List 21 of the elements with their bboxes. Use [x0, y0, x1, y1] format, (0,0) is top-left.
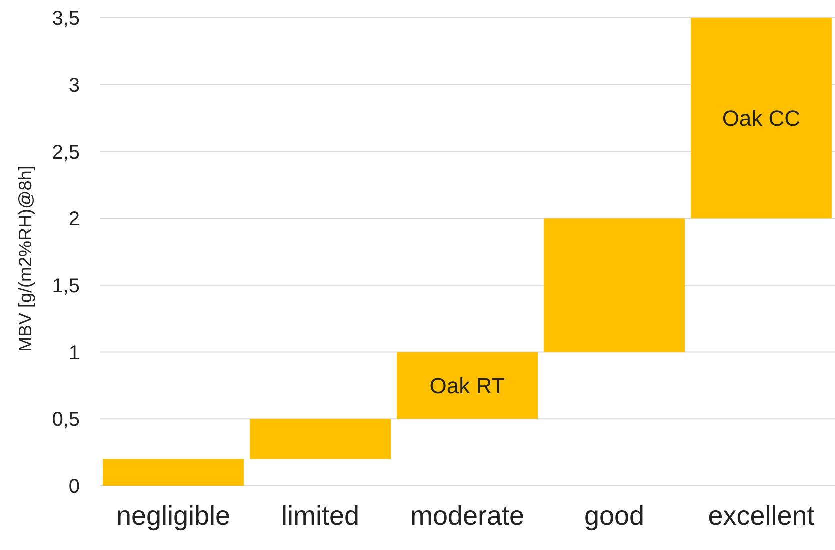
y-tick-label: 0,5	[52, 409, 80, 432]
data-label: Oak CC	[722, 106, 801, 132]
x-tick-label: negligible	[116, 501, 231, 532]
x-tick-label: excellent	[708, 501, 816, 532]
x-tick-label: good	[584, 501, 645, 532]
y-tick-label: 3,5	[52, 8, 80, 30]
bar	[250, 419, 391, 460]
x-tick-label: limited	[281, 501, 360, 532]
y-tick-label: 0	[68, 476, 80, 498]
y-tick-label: 2	[68, 208, 80, 231]
y-axis-title: MBV [g/(m2%RH)@8h]	[15, 166, 36, 352]
data-label: Oak RT	[430, 374, 506, 399]
y-tick-label: 1,5	[52, 276, 80, 298]
bar	[544, 218, 685, 352]
y-tick-label: 1	[68, 342, 80, 364]
bar	[102, 459, 244, 486]
x-tick-label: moderate	[410, 501, 525, 532]
bar	[396, 352, 538, 420]
y-tick-label: 2,5	[52, 142, 80, 164]
bar	[690, 18, 832, 219]
y-tick-label: 3	[68, 74, 80, 97]
